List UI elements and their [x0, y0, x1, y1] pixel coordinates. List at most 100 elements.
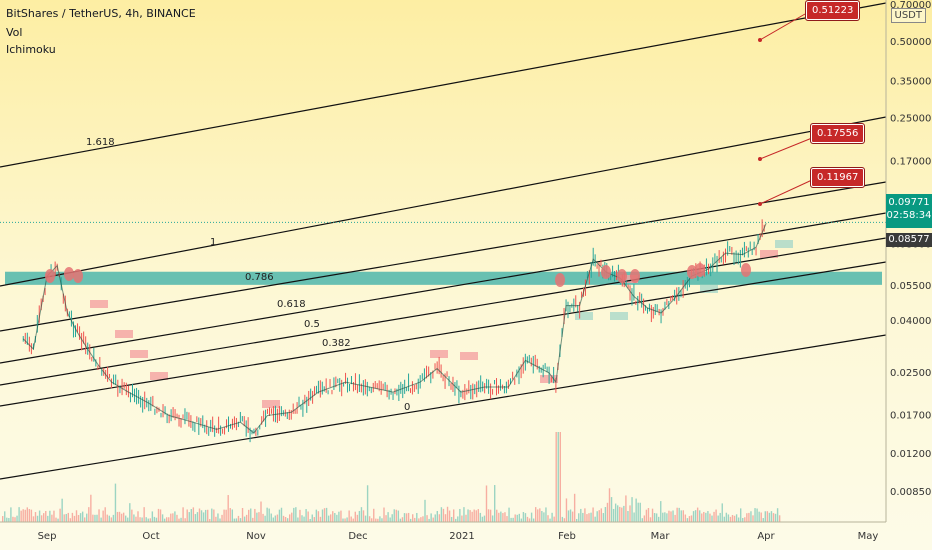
volume-bar	[760, 512, 762, 522]
volume-bar	[40, 515, 43, 522]
time-tick-label: May	[858, 531, 879, 542]
volume-bar	[748, 512, 750, 522]
fib-label: 0.618	[277, 299, 306, 310]
volume-bar	[110, 517, 113, 522]
price-tick-label: 0.01700	[890, 410, 931, 421]
volume-bar	[619, 506, 621, 522]
fib-line[interactable]	[0, 334, 887, 480]
volume-bar	[53, 510, 55, 522]
volume-bar	[444, 514, 447, 522]
volume-bar	[45, 510, 47, 522]
volume-bar	[662, 512, 664, 522]
volume-bar	[207, 509, 209, 522]
volume-bar	[725, 512, 728, 522]
volume-bar	[135, 516, 137, 522]
volume-bar	[254, 508, 256, 522]
volume-bar	[436, 510, 438, 522]
volume-bar	[36, 515, 39, 522]
volume-bar	[453, 509, 455, 522]
volume-bar	[79, 513, 82, 522]
volume-bar	[440, 507, 443, 522]
volume-bar	[598, 510, 600, 522]
volume-bar	[373, 508, 375, 522]
volume-bar	[530, 512, 533, 522]
volume-bar	[614, 503, 617, 522]
fib-line[interactable]	[0, 181, 887, 332]
volume-bar	[551, 512, 553, 522]
volume-bar	[293, 507, 295, 522]
touch-marker	[45, 269, 55, 283]
volume-bar	[463, 507, 465, 522]
time-tick-label: Oct	[142, 531, 159, 542]
volume-bar	[65, 513, 67, 522]
volume-bar	[371, 518, 373, 522]
volume-bar	[155, 517, 158, 522]
volume-bar	[286, 518, 289, 522]
ichimoku-cloud	[262, 400, 280, 408]
volume-bar	[653, 513, 656, 522]
volume-bar	[524, 513, 527, 522]
volume-bar	[289, 514, 291, 522]
volume-bar	[668, 510, 670, 522]
volume-bar	[420, 517, 422, 522]
volume-bar	[360, 507, 363, 522]
current-price: 0.09771	[888, 197, 930, 208]
volume-bar	[477, 509, 479, 522]
volume-bar	[163, 518, 166, 522]
volume-bar	[196, 512, 199, 522]
volume-bar	[180, 517, 182, 522]
volume-bar	[608, 488, 611, 522]
volume-bar	[137, 511, 139, 522]
volume-bar	[129, 503, 131, 522]
volume-bar	[274, 515, 277, 522]
volume-bar	[114, 483, 117, 522]
volume-bar	[612, 508, 615, 522]
volume-bar	[61, 498, 63, 522]
volume-bar	[81, 511, 84, 522]
volume-legend[interactable]: Vol	[6, 26, 23, 39]
volume-bar	[303, 516, 305, 522]
volume-bar	[194, 514, 197, 522]
volume-bar	[496, 509, 498, 522]
volume-bar	[686, 518, 689, 522]
support-zone[interactable]	[5, 271, 882, 285]
target-connector	[759, 179, 813, 205]
volume-bar	[647, 507, 650, 522]
volume-bar	[2, 516, 4, 522]
volume-bar	[245, 514, 248, 522]
volume-bar	[539, 508, 541, 522]
volume-bar	[24, 509, 26, 522]
volume-bar	[629, 505, 631, 522]
volume-bar	[12, 516, 14, 522]
fib-line[interactable]	[0, 261, 887, 407]
chart-title: BitShares / TetherUS, 4h, BINANCE	[6, 7, 196, 20]
fib-line[interactable]	[0, 116, 887, 287]
fib-line[interactable]	[0, 212, 887, 364]
volume-bar	[295, 507, 297, 522]
volume-bar	[649, 517, 652, 522]
volume-bar	[684, 514, 687, 522]
fib-label: 1	[210, 237, 216, 248]
fib-label: 1.618	[86, 137, 115, 148]
price-tick-label: 0.35000	[890, 77, 931, 88]
volume-bar	[508, 507, 510, 522]
volume-bar	[217, 513, 219, 522]
volume-bar	[469, 510, 471, 522]
volume-bar	[565, 498, 568, 522]
volume-bar	[758, 511, 760, 522]
volume-bar	[321, 509, 324, 522]
volume-bar	[297, 517, 299, 522]
volume-bar	[655, 513, 658, 522]
volume-bar	[291, 512, 293, 522]
time-tick-label: Apr	[757, 531, 775, 542]
volume-bar	[8, 518, 10, 522]
volume-bar	[658, 516, 660, 522]
currency-label[interactable]: USDT	[890, 8, 926, 23]
volume-bar	[122, 512, 125, 522]
ichimoku-legend[interactable]: Ichimoku	[6, 43, 56, 56]
fib-line[interactable]	[0, 2, 887, 168]
volume-bar	[4, 511, 6, 522]
ichimoku-cloud	[460, 352, 478, 360]
volume-bar	[432, 517, 434, 522]
